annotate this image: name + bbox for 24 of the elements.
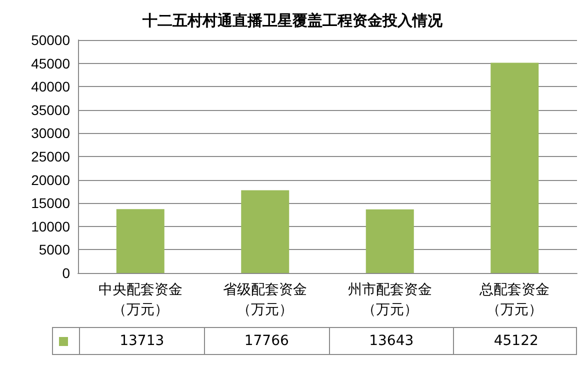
y-tick-label: 35000 — [31, 102, 70, 118]
y-tick-label: 20000 — [31, 172, 70, 188]
chart-title: 十二五村村通直播卫星覆盖工程资金投入情况 — [142, 12, 444, 30]
y-tick-label: 25000 — [31, 148, 70, 164]
x-tick-label: 中央配套资金（万元） — [98, 281, 182, 317]
bar — [116, 209, 164, 273]
data-label: 45122 — [453, 328, 578, 354]
x-tick-label: 州市配套资金（万元） — [348, 281, 432, 317]
y-tick-label: 5000 — [38, 242, 70, 258]
y-tick-label: 45000 — [31, 55, 70, 72]
bar — [366, 209, 414, 273]
data-label: 17766 — [204, 328, 328, 354]
data-label: 13643 — [328, 328, 454, 354]
y-tick-label: 30000 — [31, 125, 70, 142]
y-tick-label: 40000 — [31, 78, 70, 95]
x-tick-label: 省级配套资金（万元） — [223, 281, 308, 317]
bar — [490, 62, 539, 273]
bar — [241, 190, 290, 273]
data-label: 13713 — [79, 328, 204, 354]
y-tick-label: 50000 — [31, 32, 70, 48]
x-tick-label: 总配套资金（万元） — [478, 281, 550, 317]
y-tick-label: 10000 — [31, 218, 70, 234]
y-tick-label: 15000 — [31, 195, 70, 212]
y-tick-label: 0 — [62, 265, 70, 281]
